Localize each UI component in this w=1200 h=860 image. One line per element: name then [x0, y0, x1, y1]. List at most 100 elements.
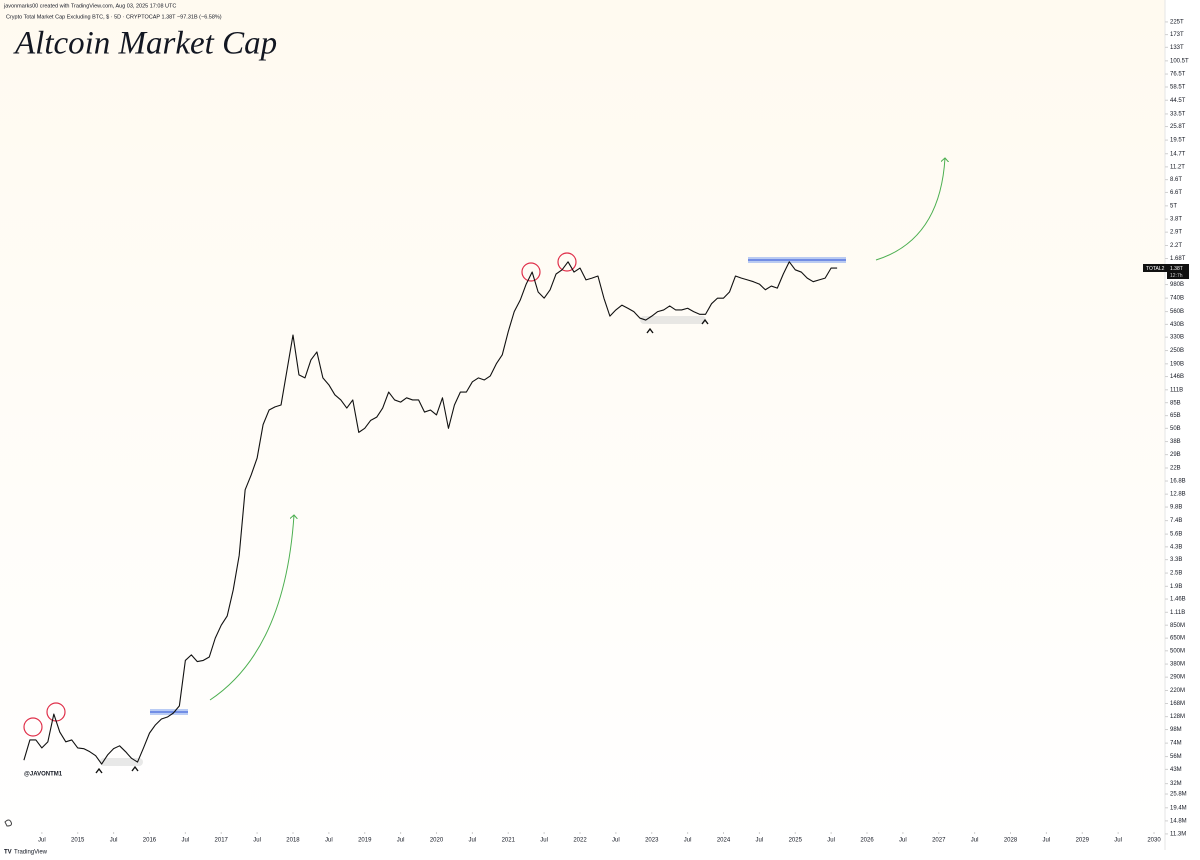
y-tick-label: 560B	[1170, 309, 1184, 315]
y-tick-label: 76.5T	[1170, 72, 1186, 78]
y-tick-label: 65B	[1170, 413, 1181, 419]
y-tick-label: 111B	[1170, 387, 1183, 393]
y-tick-label: 43M	[1170, 767, 1182, 773]
price-line	[23, 261, 838, 765]
y-tick-label: 225T	[1170, 20, 1184, 26]
y-tick-label: 5T	[1170, 203, 1177, 209]
y-tick-label: 58.5T	[1170, 85, 1186, 91]
x-tick-label: Jul	[899, 838, 907, 844]
y-tick-label: 740B	[1170, 296, 1184, 302]
y-tick-label: 25.8M	[1170, 792, 1187, 798]
top-circle	[23, 717, 43, 737]
x-tick-label: Jul	[325, 838, 333, 844]
price-tag	[1143, 264, 1189, 272]
y-tick-label: 1.9B	[1170, 584, 1182, 590]
y-tick-label: 32M	[1170, 781, 1182, 787]
y-tick-label: 3.3B	[1170, 557, 1182, 563]
footer-logo: TV	[4, 850, 12, 856]
x-tick-label: Jul	[38, 838, 46, 844]
x-tick-label: Jul	[612, 838, 620, 844]
x-tick-label: Jul	[182, 838, 190, 844]
app-icon	[4, 819, 12, 827]
price-tag-symbol: TOTAL2	[1146, 266, 1165, 272]
y-tick-label: 85B	[1170, 400, 1181, 406]
x-tick-label: 2023	[645, 838, 659, 844]
y-tick-label: 22B	[1170, 466, 1181, 472]
y-tick-label: 11.3M	[1170, 831, 1186, 837]
bottom-marker	[95, 318, 709, 774]
x-tick-label: Jul	[1043, 838, 1051, 844]
y-tick-label: 14.7T	[1170, 151, 1186, 157]
y-tick-label: 19.5T	[1170, 138, 1186, 144]
y-tick-label: 5.6B	[1170, 532, 1182, 538]
x-tick-label: Jul	[827, 838, 835, 844]
y-tick-label: 1.68T	[1170, 256, 1186, 262]
y-tick-label: 25.8T	[1170, 124, 1186, 130]
x-tick-label: Jul	[397, 838, 405, 844]
projection-arrow	[875, 158, 945, 261]
footer-brand: TradingView	[14, 850, 48, 856]
countdown: 12:7h	[1170, 273, 1183, 279]
x-tick-label: Jul	[540, 838, 548, 844]
x-tick-label: 2026	[860, 838, 874, 844]
x-tick-label: 2020	[430, 838, 444, 844]
x-tick-label: 2027	[932, 838, 946, 844]
y-tick-label: 1.11B	[1170, 610, 1185, 616]
y-tick-label: 168M	[1170, 701, 1185, 707]
x-tick-label: 2016	[143, 838, 157, 844]
countdown-tag	[1167, 272, 1189, 279]
y-tick-label: 980B	[1170, 282, 1184, 288]
watermark: @JAVONTM1	[24, 772, 63, 778]
subtitle: Crypto Total Market Cap Excluding BTC, $…	[6, 14, 222, 20]
top-circle	[521, 262, 541, 282]
x-tick-label: Jul	[684, 838, 692, 844]
chart-title: Altcoin Market Cap	[13, 26, 277, 62]
x-tick-label: 2028	[1004, 838, 1018, 844]
y-tick-label: 128M	[1170, 714, 1185, 720]
y-tick-label: 6.6T	[1170, 190, 1182, 196]
y-tick-label: 98M	[1170, 727, 1182, 733]
x-tick-label: Jul	[971, 838, 979, 844]
y-tick-label: 7.4B	[1170, 518, 1182, 524]
x-tick-label: 2015	[71, 838, 85, 844]
plot-background	[0, 0, 1165, 850]
x-tick-label: 2018	[286, 838, 300, 844]
y-tick-label: 2.9T	[1170, 230, 1182, 236]
y-tick-label: 74M	[1170, 741, 1182, 747]
y-tick-label: 14.8M	[1170, 818, 1187, 824]
y-tick-label: 9.8B	[1170, 505, 1182, 511]
y-tick-label: 650M	[1170, 636, 1185, 642]
x-tick-label: 2030	[1147, 838, 1161, 844]
projection-arrow	[209, 515, 294, 701]
x-tick-label: Jul	[1114, 838, 1122, 844]
y-tick-label: 12.8B	[1170, 492, 1186, 498]
y-tick-label: 56M	[1170, 754, 1182, 760]
y-tick-label: 430B	[1170, 322, 1184, 328]
y-tick-label: 50B	[1170, 426, 1181, 432]
y-tick-label: 11.2T	[1170, 164, 1185, 170]
y-tick-label: 173T	[1170, 32, 1184, 38]
y-tick-label: 133T	[1170, 45, 1184, 51]
y-tick-label: 290M	[1170, 675, 1185, 681]
y-tick-label: 380M	[1170, 662, 1185, 668]
x-tick-label: Jul	[253, 838, 261, 844]
support-zone	[640, 316, 706, 324]
y-tick-label: 19.4M	[1170, 805, 1187, 811]
y-tick-label: 220M	[1170, 688, 1185, 694]
x-tick-label: Jul	[756, 838, 764, 844]
x-tick-label: 2019	[358, 838, 372, 844]
y-tick-label: 44.5T	[1170, 98, 1186, 104]
x-tick-label: Jul	[469, 838, 477, 844]
y-tick-label: 1.46B	[1170, 597, 1186, 603]
y-tick-label: 146B	[1170, 374, 1184, 380]
y-tick-label: 29B	[1170, 452, 1181, 458]
x-tick-label: 2017	[215, 838, 229, 844]
x-tick-label: 2022	[573, 838, 587, 844]
y-tick-label: 500M	[1170, 648, 1185, 654]
y-tick-label: 8.6T	[1170, 177, 1182, 183]
y-tick-label: 3.8T	[1170, 217, 1182, 223]
x-tick-label: 2029	[1076, 838, 1090, 844]
x-tick-label: 2021	[502, 838, 516, 844]
y-tick-label: 33.5T	[1170, 112, 1186, 118]
